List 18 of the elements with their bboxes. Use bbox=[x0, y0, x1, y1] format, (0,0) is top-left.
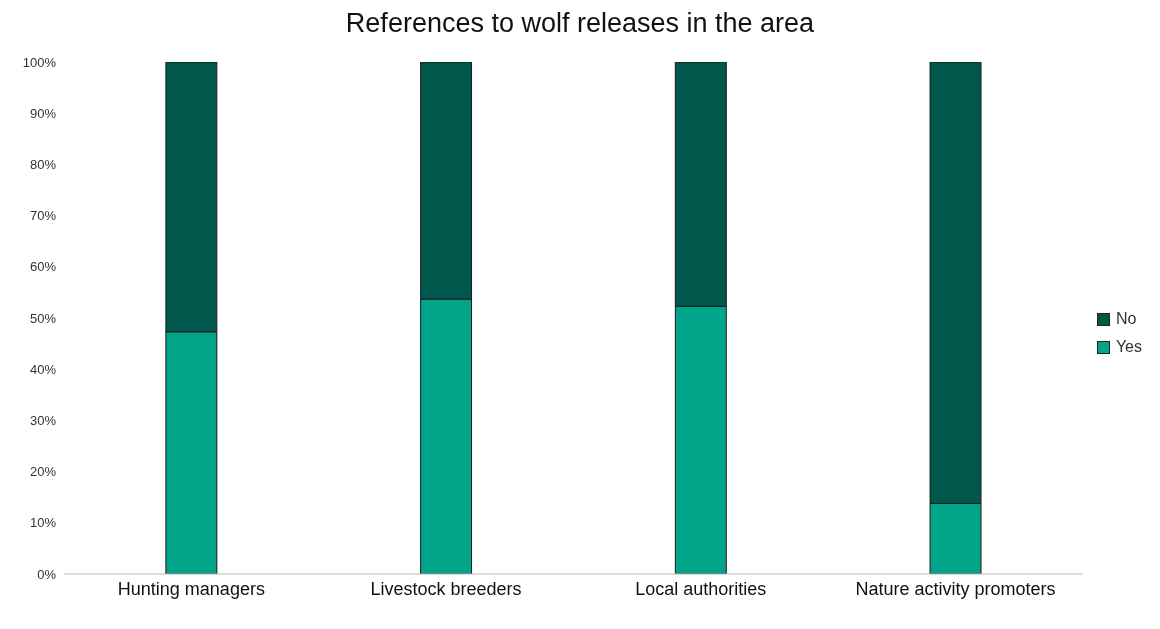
y-tick-label: 10% bbox=[29, 515, 57, 531]
y-tick-label: 40% bbox=[29, 361, 57, 377]
y-tick-label: 20% bbox=[29, 464, 57, 480]
x-tick-label: Nature activity promoters bbox=[855, 578, 1056, 599]
y-tick-label: 90% bbox=[29, 105, 57, 121]
y-tick-label: 50% bbox=[29, 310, 57, 326]
y-tick-label: 0% bbox=[37, 566, 57, 582]
x-tick-label: Hunting managers bbox=[117, 578, 265, 599]
x-tick-label: Livestock breeders bbox=[370, 578, 522, 599]
y-tick-label: 80% bbox=[29, 157, 57, 173]
x-tick-label: Local authorities bbox=[635, 578, 767, 599]
y-tick-label: 100% bbox=[22, 54, 57, 70]
chart-title: References to wolf releases in the area bbox=[344, 8, 816, 40]
y-tick-label: 60% bbox=[29, 259, 57, 275]
y-tick-label: 30% bbox=[29, 413, 57, 429]
legend-label: Yes bbox=[1115, 338, 1142, 356]
y-tick-label: 70% bbox=[29, 208, 57, 224]
legend-label: No bbox=[1115, 310, 1137, 328]
